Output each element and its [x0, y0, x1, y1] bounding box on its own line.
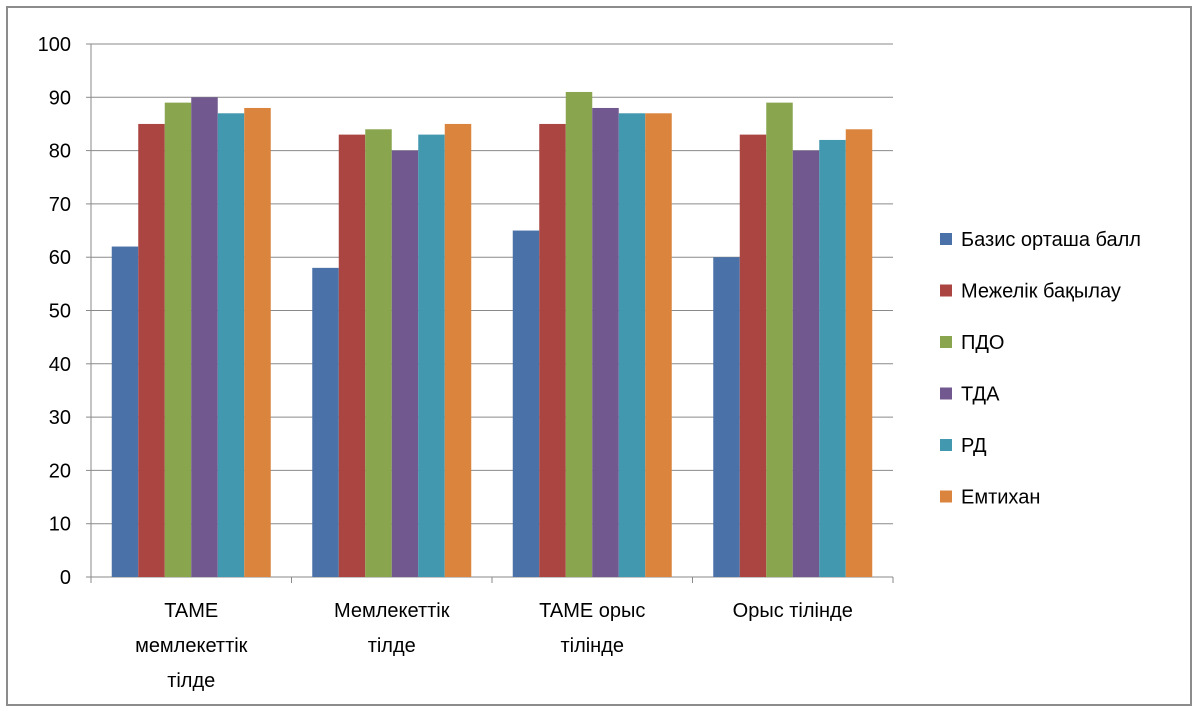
bar — [365, 129, 392, 577]
bar — [512, 230, 540, 578]
legend-label: Межелік бақылау — [961, 281, 1121, 303]
bar — [845, 129, 873, 577]
legend-swatch — [940, 439, 952, 451]
bar — [539, 123, 566, 577]
y-tick-label: 40 — [49, 354, 71, 376]
bar — [739, 134, 767, 578]
y-tick-label: 90 — [49, 87, 71, 109]
bar — [713, 257, 740, 577]
bar — [565, 91, 593, 577]
x-tick-label: тілде — [368, 635, 416, 657]
bar — [164, 102, 192, 577]
y-tick-label: 100 — [38, 34, 71, 56]
legend-swatch — [940, 336, 952, 348]
y-tick-label: 0 — [60, 567, 71, 589]
bar — [792, 150, 820, 577]
bar — [418, 134, 445, 578]
x-tick-label: Орыс тілінде — [733, 600, 853, 622]
bar — [338, 134, 366, 578]
y-tick-label: 30 — [49, 407, 71, 429]
bar — [217, 113, 245, 577]
y-tick-label: 20 — [49, 460, 71, 482]
x-tick-label: Мемлекеттік — [334, 600, 450, 622]
bar — [111, 246, 139, 578]
bar — [444, 123, 472, 577]
bar — [766, 102, 793, 577]
x-tick-label: TAME орыс — [539, 600, 645, 622]
y-tick-label: 10 — [49, 514, 71, 536]
bar — [645, 113, 672, 577]
bar — [312, 267, 339, 577]
legend-label: ТДА — [961, 384, 1000, 406]
legend-swatch — [940, 387, 952, 400]
x-tick-label: TAME — [164, 600, 218, 622]
y-tick-label: 70 — [49, 194, 71, 216]
legend-swatch — [940, 284, 952, 297]
bar — [138, 123, 165, 577]
x-tick-label: мемлекеттік — [135, 635, 248, 657]
bar — [819, 139, 846, 577]
x-tick-label: тілде — [167, 670, 215, 692]
bar — [244, 107, 271, 578]
y-tick-label: 50 — [49, 301, 71, 323]
legend-swatch — [940, 233, 952, 245]
y-tick-label: 80 — [49, 141, 71, 163]
legend-label: РД — [961, 435, 987, 457]
bar — [618, 113, 646, 577]
bar — [191, 97, 218, 578]
bar — [592, 107, 619, 578]
legend-label: Базис орташа балл — [961, 229, 1141, 251]
y-tick-label: 60 — [49, 247, 71, 269]
legend-label: ПДО — [961, 332, 1004, 354]
bar — [391, 150, 419, 577]
legend-swatch — [940, 490, 952, 503]
legend-label: Емтихан — [961, 487, 1040, 509]
x-tick-label: тілінде — [560, 635, 624, 657]
